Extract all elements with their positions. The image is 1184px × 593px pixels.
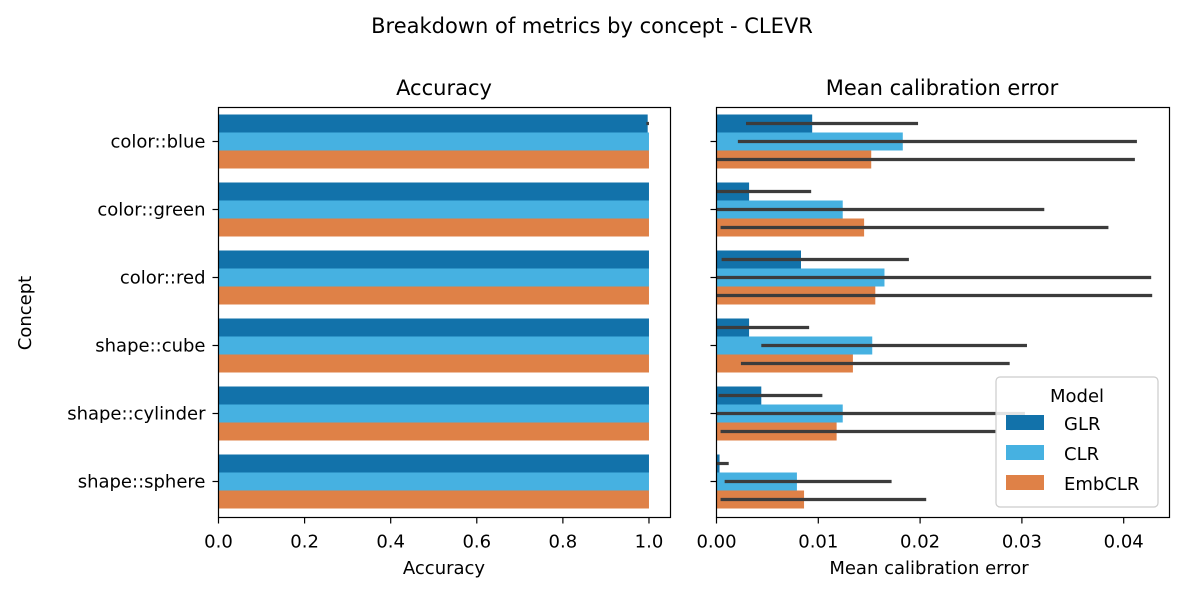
accuracy-bar-shape-cylinder-glr	[218, 386, 649, 405]
accuracy-bar-shape-cube-clr	[218, 336, 649, 355]
legend-frame	[995, 376, 1159, 508]
calibration-panel: Mean calibration error Mean calibration …	[696, 76, 1171, 579]
y-tick-label-color-blue: color::blue	[110, 132, 205, 153]
accuracy-bar-shape-sphere-glr	[218, 454, 649, 473]
accuracy-bar-color-green-glr	[218, 182, 649, 201]
accuracy-bar-color-blue-embclr	[218, 150, 649, 169]
accuracy-bar-shape-sphere-clr	[218, 472, 649, 491]
concept-y-axis-label: Concept	[15, 276, 36, 350]
accuracy-bars	[218, 114, 649, 509]
legend-swatch-embclr	[1006, 475, 1044, 490]
legend-label-embclr: EmbCLR	[1064, 474, 1139, 495]
accuracy-panel: Accuracy Accuracy Concept color::bluecol…	[15, 76, 672, 579]
calibration-x-tick-label: 0.00	[696, 532, 736, 553]
y-tick-label-shape-cube: shape::cube	[95, 336, 205, 357]
accuracy-axis-ticks: color::bluecolor::greencolor::redshape::…	[67, 132, 663, 553]
legend-title: Model	[1050, 386, 1104, 407]
calibration-x-tick-label: 0.03	[1002, 532, 1042, 553]
accuracy-bar-shape-cylinder-embclr	[218, 422, 649, 441]
accuracy-bar-shape-cylinder-clr	[218, 404, 649, 423]
accuracy-bar-color-red-embclr	[218, 286, 649, 305]
accuracy-x-tick-label: 0.8	[549, 532, 578, 553]
accuracy-bar-color-red-clr	[218, 268, 649, 287]
legend-swatch-clr	[1006, 445, 1044, 460]
accuracy-panel-title: Accuracy	[396, 76, 492, 100]
calibration-x-tick-label: 0.01	[798, 532, 838, 553]
accuracy-bar-color-red-glr	[218, 250, 649, 269]
accuracy-x-tick-label: 0.2	[290, 532, 319, 553]
calibration-error-bars	[716, 121, 1153, 502]
accuracy-bar-shape-cube-embclr	[218, 354, 649, 373]
calibration-x-tick-label: 0.04	[1104, 532, 1144, 553]
accuracy-bar-shape-cube-glr	[218, 318, 649, 337]
accuracy-bar-color-blue-glr	[218, 114, 648, 133]
accuracy-plot-frame	[217, 106, 672, 519]
accuracy-x-tick-label: 0.0	[204, 532, 233, 553]
legend-label-clr: CLR	[1064, 444, 1099, 465]
accuracy-bar-color-green-clr	[218, 200, 649, 219]
calibration-plot-frame	[715, 106, 1171, 519]
calibration-x-axis-label: Mean calibration error	[829, 558, 1029, 579]
legend-swatch-glr	[1006, 415, 1044, 430]
calibration-axis-ticks: 0.00 0.01 0.02 0.03 0.04	[696, 140, 1144, 553]
y-tick-label-color-green: color::green	[97, 200, 205, 221]
y-tick-label-shape-cylinder: shape::cylinder	[67, 404, 206, 425]
calibration-x-tick-label: 0.02	[900, 532, 940, 553]
accuracy-bar-shape-sphere-embclr	[218, 490, 649, 509]
y-tick-label-color-red: color::red	[120, 268, 206, 289]
legend: Model GLR CLR EmbCLR	[995, 376, 1159, 508]
calibration-bars	[716, 114, 903, 509]
legend-label-glr: GLR	[1064, 414, 1100, 435]
accuracy-x-axis-label: Accuracy	[403, 558, 486, 579]
calibration-panel-title: Mean calibration error	[826, 76, 1059, 100]
y-tick-label-shape-sphere: shape::sphere	[78, 472, 206, 493]
accuracy-x-tick-label: 0.4	[376, 532, 405, 553]
accuracy-x-tick-label: 0.6	[462, 532, 491, 553]
figure-title: Breakdown of metrics by concept - CLEVR	[371, 14, 813, 38]
accuracy-bar-color-green-embclr	[218, 218, 649, 237]
accuracy-bar-color-blue-clr	[218, 132, 649, 151]
accuracy-x-tick-label: 1.0	[635, 532, 664, 553]
